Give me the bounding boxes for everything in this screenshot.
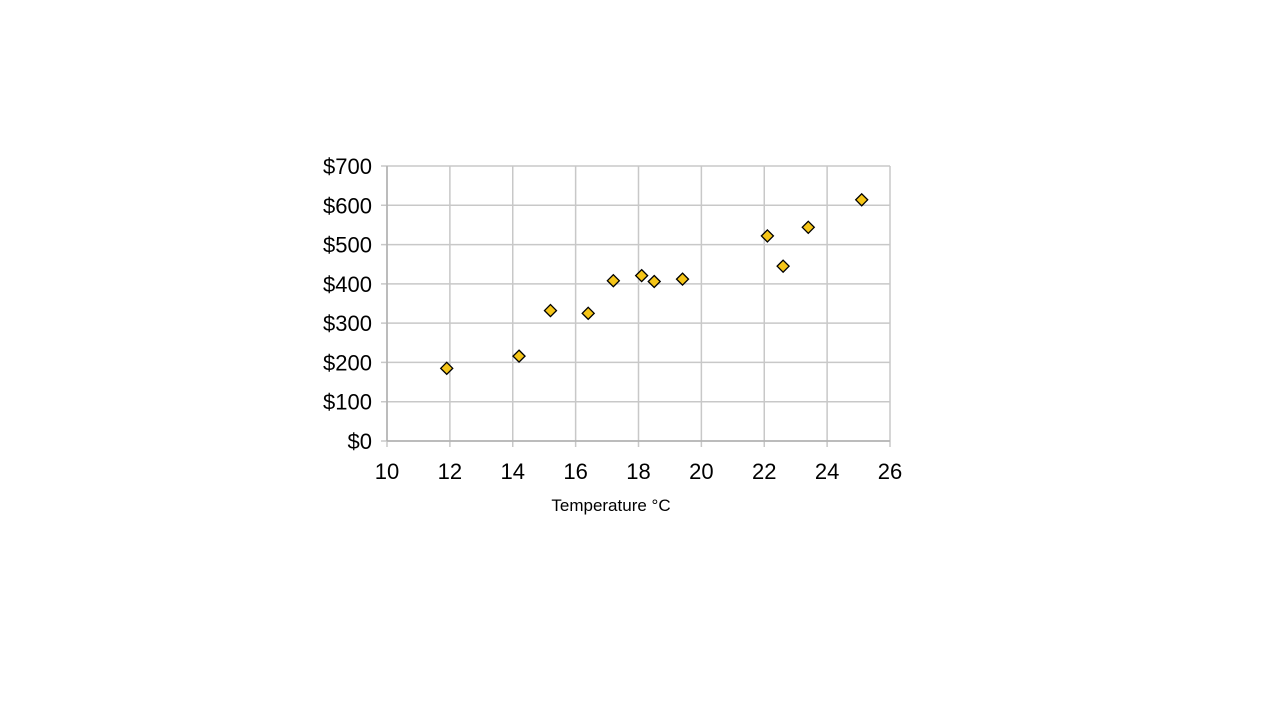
y-tick-label: $400 <box>323 272 372 297</box>
x-tick-label: 16 <box>563 459 587 484</box>
data-points <box>439 192 869 376</box>
grid <box>381 165 891 447</box>
x-tick-label: 22 <box>752 459 776 484</box>
data-point <box>647 274 662 289</box>
data-point <box>801 220 816 235</box>
x-tick-label: 18 <box>626 459 650 484</box>
y-tick-label: $300 <box>323 311 372 336</box>
data-point <box>543 303 558 318</box>
x-tick-label: 26 <box>878 459 902 484</box>
data-point <box>512 349 526 364</box>
data-point <box>776 259 791 274</box>
x-tick-label: 20 <box>689 459 713 484</box>
data-point <box>439 361 454 376</box>
data-point <box>606 273 621 288</box>
data-point <box>854 192 869 207</box>
y-tick-label: $100 <box>323 390 372 415</box>
y-tick-label: $500 <box>323 233 372 258</box>
data-point <box>581 306 596 321</box>
x-tick-label: 14 <box>501 459 525 484</box>
x-tick-label: 12 <box>438 459 462 484</box>
data-point <box>675 272 690 287</box>
x-tick-label: 24 <box>815 459 839 484</box>
y-tick-label: $200 <box>323 350 372 375</box>
x-axis-title: Temperature °C <box>551 496 670 515</box>
axes <box>386 166 890 442</box>
data-point <box>634 268 649 283</box>
x-tick-label: 10 <box>375 459 399 484</box>
y-tick-label: $700 <box>323 154 372 179</box>
y-tick-label: $600 <box>323 193 372 218</box>
tick-labels: 10 12 14 16 18 20 22 24 26 $0 $100 $200 $300 $400 $500… <box>323 154 902 484</box>
y-tick-label: $0 <box>348 429 372 454</box>
data-point <box>760 229 775 243</box>
